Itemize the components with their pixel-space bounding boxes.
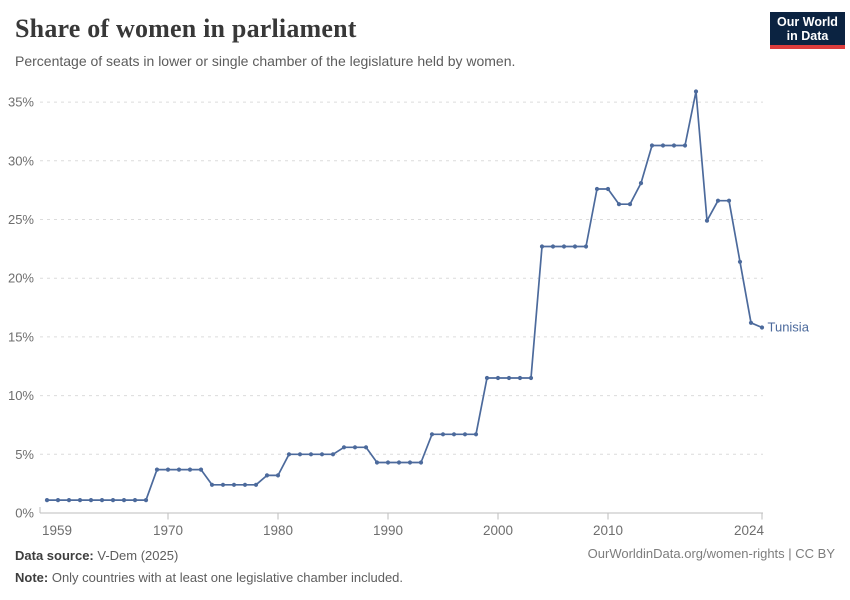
data-point-1975	[220, 482, 226, 487]
data-source-line: Data source: V-Dem (2025)	[15, 545, 403, 567]
data-point-1974	[209, 482, 215, 487]
data-point-1961	[66, 498, 72, 503]
y-tick-label-35: 35%	[8, 95, 34, 110]
data-point-1980	[275, 473, 281, 478]
data-point-2022	[737, 259, 743, 264]
x-tick-label-2024: 2024	[734, 523, 765, 538]
data-point-1976	[231, 482, 237, 487]
data-point-1991	[396, 460, 402, 465]
data-point-1987	[352, 445, 358, 450]
data-point-2017	[682, 143, 688, 148]
y-tick-label-30: 30%	[8, 153, 34, 168]
data-point-2004	[539, 244, 545, 249]
data-point-1982	[297, 452, 303, 457]
data-point-2021	[726, 198, 732, 203]
owid-logo: Our World in Data	[770, 12, 845, 49]
data-point-1966	[121, 498, 127, 503]
data-point-2023	[748, 320, 754, 325]
x-tick-label-1959: 1959	[42, 523, 72, 538]
data-point-2015	[660, 143, 666, 148]
chart-subtitle: Percentage of seats in lower or single c…	[15, 53, 516, 69]
data-point-2013	[638, 181, 644, 186]
data-point-2010	[605, 186, 611, 192]
data-point-1990	[385, 460, 391, 465]
data-point-1965	[110, 498, 116, 503]
data-point-1978	[253, 482, 259, 487]
data-point-1994	[429, 432, 435, 437]
x-tick-label-1970: 1970	[153, 523, 183, 538]
data-point-2014	[649, 143, 655, 148]
data-source-label: Data source:	[15, 548, 94, 563]
owid-logo-line2: in Data	[786, 28, 829, 43]
y-tick-label-5: 5%	[15, 447, 34, 462]
y-tick-label-10: 10%	[8, 388, 34, 403]
data-point-2006	[561, 244, 567, 249]
data-point-1969	[154, 467, 160, 472]
data-point-1971	[176, 467, 182, 472]
data-point-2009	[594, 186, 600, 192]
data-point-1998	[473, 432, 479, 437]
note-label: Note:	[15, 570, 49, 585]
data-point-1986	[341, 445, 347, 450]
data-point-1992	[407, 460, 413, 465]
data-point-1977	[242, 482, 248, 487]
data-point-1995	[440, 432, 446, 437]
data-point-1962	[77, 498, 83, 503]
data-point-2008	[583, 244, 589, 249]
chart-title: Share of women in parliament	[15, 14, 357, 43]
y-tick-label-25: 25%	[8, 212, 34, 227]
note-value: Only countries with at least one legisla…	[48, 570, 404, 585]
data-point-1972	[187, 467, 193, 472]
data-point-1984	[319, 452, 325, 457]
data-point-1999	[484, 375, 490, 381]
x-tick-label-1990: 1990	[373, 523, 403, 538]
data-point-1993	[418, 460, 424, 465]
data-point-1970	[165, 467, 171, 472]
data-point-1968	[143, 498, 149, 503]
data-point-1985	[330, 452, 336, 457]
data-point-1979	[264, 473, 270, 478]
footer-source-note: Data source: V-Dem (2025) Note: Only cou…	[15, 545, 403, 589]
data-point-2005	[550, 244, 556, 249]
data-point-1983	[308, 452, 314, 457]
data-point-2018	[693, 89, 699, 94]
data-point-1963	[88, 498, 94, 503]
data-point-1960	[55, 498, 61, 503]
series-label-tunisia: Tunisia	[768, 320, 810, 335]
note-line: Note: Only countries with at least one l…	[15, 567, 403, 589]
data-point-1967	[132, 498, 138, 503]
data-point-2020	[715, 198, 721, 203]
data-point-2000	[495, 375, 501, 381]
x-tick-label-2010: 2010	[593, 523, 623, 538]
data-point-2012	[627, 202, 633, 207]
data-point-2024	[759, 325, 765, 330]
x-tick-label-2000: 2000	[483, 523, 513, 538]
data-point-1997	[462, 432, 468, 437]
data-point-1973	[198, 467, 204, 472]
data-point-1996	[451, 432, 457, 437]
data-point-2002	[517, 375, 523, 381]
y-tick-label-20: 20%	[8, 271, 34, 286]
owid-logo-line1: Our World	[777, 14, 838, 29]
data-point-2011	[616, 202, 622, 207]
data-point-1988	[363, 445, 369, 450]
data-point-2001	[506, 375, 512, 381]
data-point-1981	[286, 452, 292, 457]
data-point-1989	[374, 460, 380, 465]
data-source-value: V-Dem (2025)	[93, 548, 179, 563]
series-line-tunisia	[46, 90, 763, 501]
data-point-1964	[99, 498, 105, 503]
y-tick-label-0: 0%	[15, 506, 34, 521]
data-point-2007	[572, 244, 578, 249]
x-tick-label-1980: 1980	[263, 523, 293, 538]
footer-citation-link: OurWorldinData.org/women-rights | CC BY	[587, 546, 835, 561]
y-tick-label-15: 15%	[8, 329, 34, 344]
data-point-1959	[44, 498, 50, 503]
data-point-2019	[704, 218, 710, 223]
data-point-2003	[528, 375, 534, 381]
data-point-2016	[671, 143, 677, 148]
